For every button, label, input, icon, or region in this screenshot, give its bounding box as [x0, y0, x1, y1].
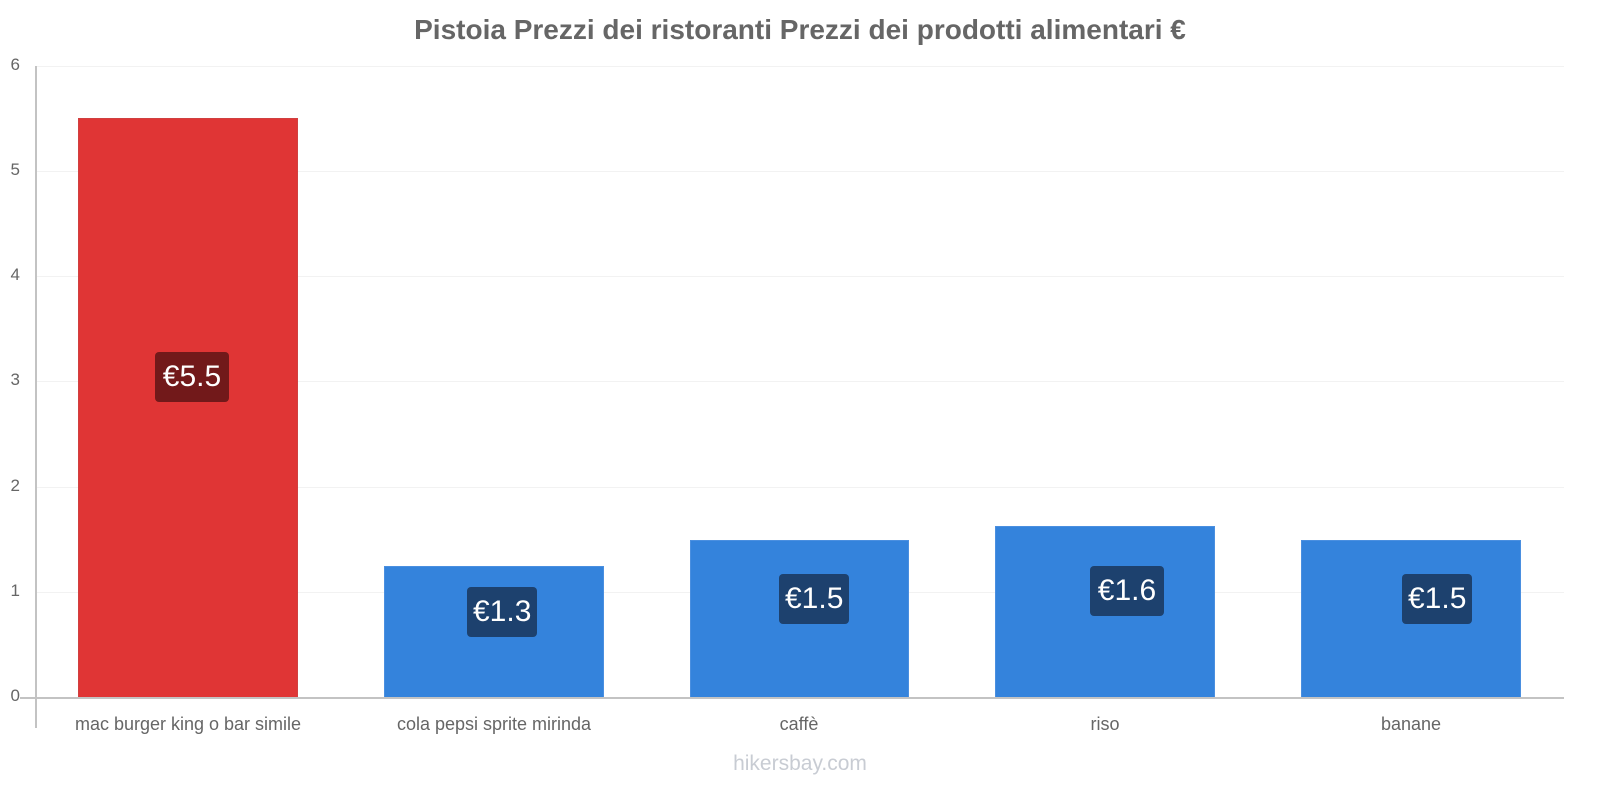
y-tick-label: 1 — [10, 581, 20, 600]
y-tick-label: 3 — [10, 370, 20, 389]
data-label: €1.3 — [467, 587, 537, 637]
y-tick-label: 2 — [10, 476, 20, 495]
bar-mac-burger[interactable] — [78, 118, 298, 698]
watermark: hikersbay.com — [733, 752, 867, 775]
gridline-2 — [36, 487, 1564, 488]
x-tick-label: cola pepsi sprite mirinda — [396, 714, 592, 734]
bar-caffe[interactable] — [690, 540, 909, 698]
y-tick-label: 4 — [10, 265, 20, 284]
x-tick-label: mac burger king o bar simile — [74, 714, 302, 734]
y-axis — [35, 66, 37, 728]
y-tick-label: 6 — [10, 55, 20, 74]
x-tick-label: banane — [1380, 714, 1442, 734]
x-axis — [20, 697, 1564, 699]
y-tick-label: 0 — [10, 686, 20, 705]
gridline-6 — [36, 66, 1564, 67]
gridline-4 — [36, 276, 1564, 277]
chart-title: Pistoia Prezzi dei ristoranti Prezzi dei… — [414, 14, 1186, 45]
data-label: €1.5 — [1402, 574, 1472, 624]
data-label: €1.5 — [779, 574, 849, 624]
data-label: €5.5 — [155, 352, 229, 402]
x-tick-label: caffè — [779, 714, 819, 734]
y-tick-label: 5 — [10, 160, 20, 179]
data-label: €1.6 — [1090, 566, 1164, 616]
gridline-5 — [36, 171, 1564, 172]
gridline-3 — [36, 381, 1564, 382]
x-tick-label: riso — [1090, 714, 1120, 734]
